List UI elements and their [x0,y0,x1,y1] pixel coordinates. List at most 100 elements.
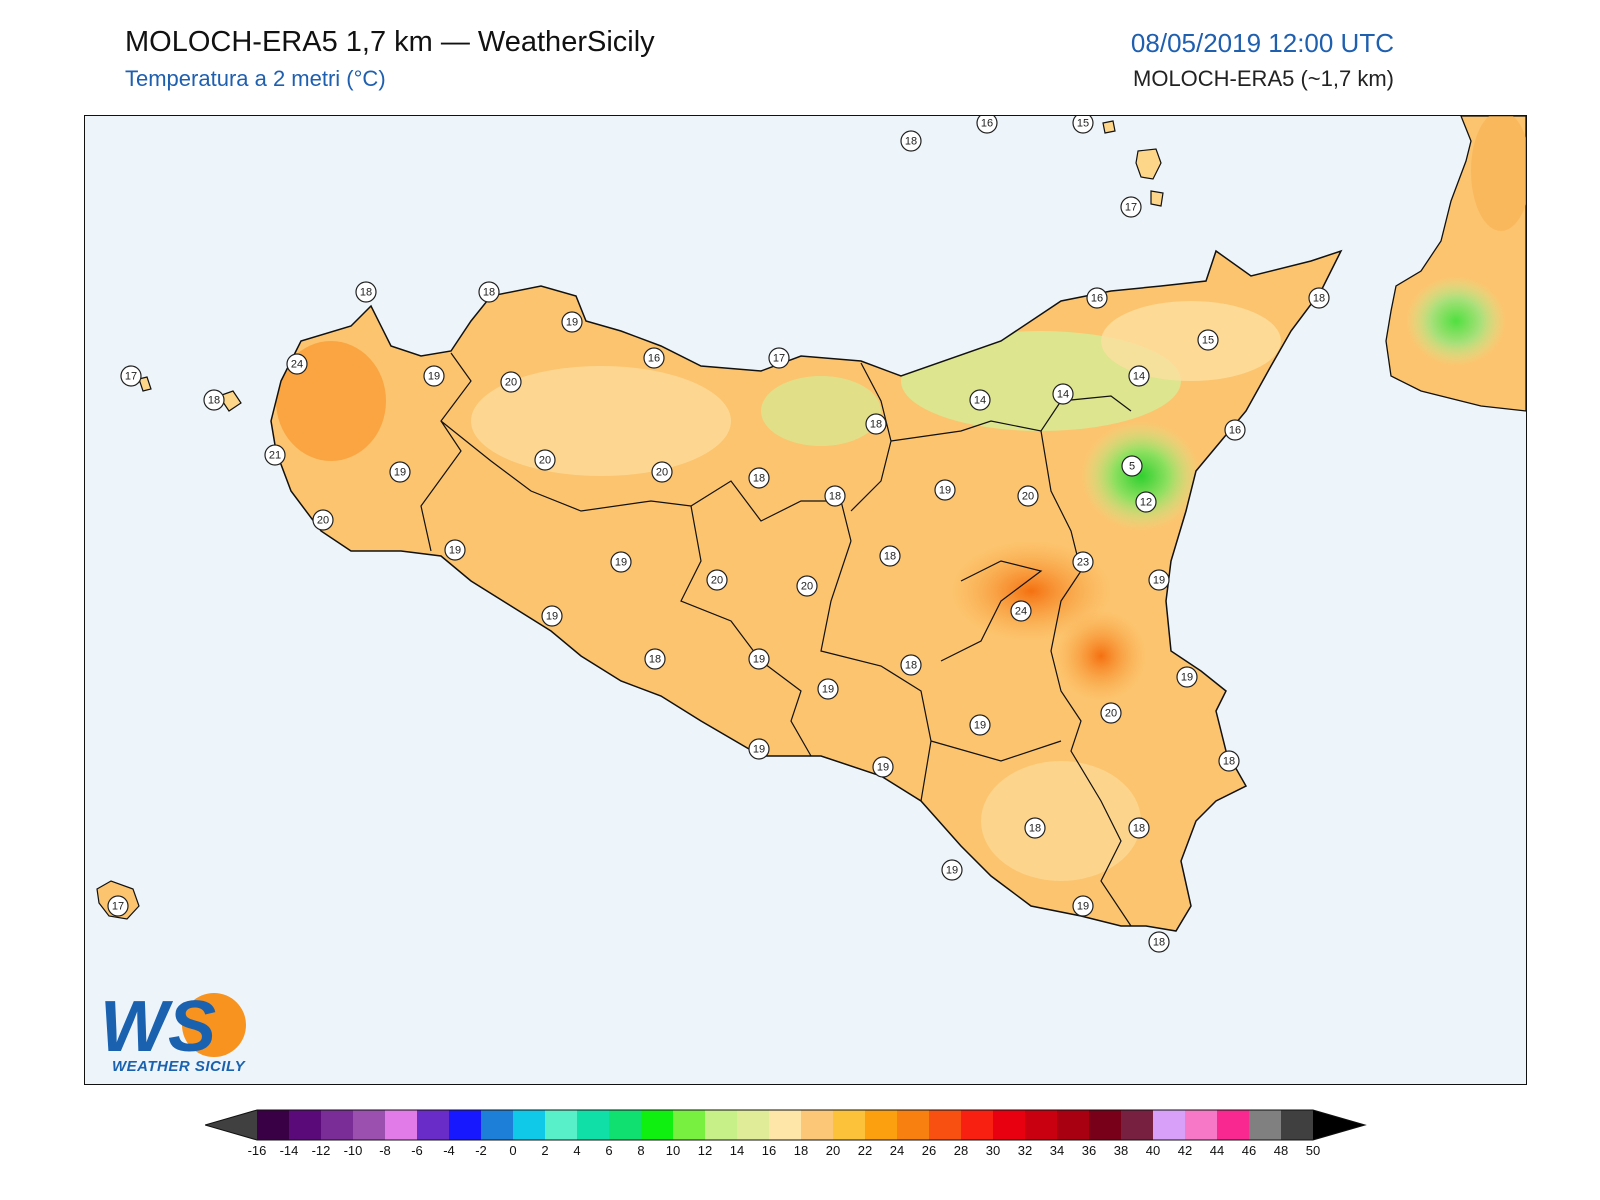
colorbar-cell [833,1110,865,1140]
station-label: 12 [1135,491,1157,513]
station-label-value: 14 [1133,371,1145,383]
station-label-value: 17 [1125,202,1137,214]
colorbar-tick-label: 32 [1018,1143,1032,1158]
station-label-value: 20 [1022,491,1034,503]
station-label: 18 [865,413,887,435]
station-label-value: 19 [1077,901,1089,913]
station-label-value: 20 [711,575,723,587]
station-label: 19 [561,311,583,333]
station-label: 18 [203,389,225,411]
station-label-value: 19 [753,744,765,756]
station-label-circle [768,347,790,369]
station-label-value: 23 [1077,557,1089,569]
colorbar-tick-label: 38 [1114,1143,1128,1158]
station-label-value: 14 [1057,389,1069,401]
station-label: 24 [286,353,308,375]
station-label-value: 18 [649,654,661,666]
colorbar-cell [577,1110,609,1140]
colorbar-tick-label: 28 [954,1143,968,1158]
station-label-value: 24 [1015,606,1027,618]
colorbar-cell [801,1110,833,1140]
station-label: 16 [1224,419,1246,441]
colorbar-cell [993,1110,1025,1140]
station-label: 17 [1120,196,1142,218]
colorbar-tick-label: 22 [858,1143,872,1158]
colorbar-cell [705,1110,737,1140]
station-label: 18 [879,545,901,567]
weather-sicily-logo: WS [100,987,246,1067]
colorbar-tick-label: -2 [475,1143,487,1158]
station-label-value: 18 [829,491,841,503]
station-label-circle [706,569,728,591]
station-label-circle [1197,329,1219,351]
station-label-circle [643,347,665,369]
colorbar-cell [1217,1110,1249,1140]
station-label: 20 [312,509,334,531]
station-label: 18 [900,130,922,152]
station-label-circle [1052,383,1074,405]
station-label-circle [934,479,956,501]
colorbar-cell [897,1110,929,1140]
station-label: 15 [1197,329,1219,351]
station-label-circle [748,738,770,760]
station-label-value: 16 [981,118,993,130]
north-cool-area [471,366,731,476]
station-label-circle [203,389,225,411]
model-name: MOLOCH-ERA5 (~1,7 km) [1133,66,1394,91]
station-label-circle [355,281,377,303]
station-label-circle [1308,287,1330,309]
calabria-cool-area [1406,276,1506,366]
station-label-value: 18 [483,287,495,299]
station-label: 16 [976,116,998,134]
station-label-circle [1176,666,1198,688]
colorbar-cells [205,1109,1367,1141]
station-label-value: 17 [773,353,785,365]
colorbar-max-arrow [1313,1110,1365,1140]
station-label-value: 14 [974,395,986,407]
station-label: 17 [768,347,790,369]
colorbar-cell [1025,1110,1057,1140]
station-label-circle [423,365,445,387]
map-title: MOLOCH-ERA5 1,7 km — WeatherSicily [125,26,655,58]
station-label: 14 [1128,365,1150,387]
colorbar-cell [961,1110,993,1140]
colorbar-cell [673,1110,705,1140]
station-label-value: 18 [905,136,917,148]
station-label-value: 18 [884,551,896,563]
colorbar-tick-label: 36 [1082,1143,1096,1158]
colorbar-cell [929,1110,961,1140]
colorbar-cell [1121,1110,1153,1140]
station-label-value: 18 [753,473,765,485]
eolie-island-3 [1102,120,1116,134]
station-label-circle [1017,485,1039,507]
colorbar-cell [1249,1110,1281,1140]
station-label-value: 19 [566,317,578,329]
colorbar-cell [865,1110,897,1140]
station-label-circle [748,467,770,489]
colorbar-cell [1281,1110,1313,1140]
station-label-value: 17 [112,901,124,913]
map-subtitle: Temperatura a 2 metri (°C) [125,66,386,91]
station-label-value: 18 [905,660,917,672]
station-label-value: 20 [1105,708,1117,720]
station-label: 18 [1218,750,1240,772]
station-label: 19 [817,678,839,700]
station-label-circle [976,116,998,134]
station-label: 16 [643,347,665,369]
station-label-circle [1218,750,1240,772]
station-label-circle [534,449,556,471]
station-label: 19 [610,551,632,573]
station-label-circle [541,605,563,627]
station-label-circle [264,444,286,466]
colorbar-tick-label: 20 [826,1143,840,1158]
colorbar-cell [257,1110,289,1140]
colorbar-tick-label: -14 [280,1143,299,1158]
station-label: 19 [389,461,411,483]
colorbar-tick-label: -4 [443,1143,455,1158]
station-label-circle [651,461,673,483]
station-label-value: 16 [648,353,660,365]
station-label-value: 20 [801,581,813,593]
station-label: 18 [1024,817,1046,839]
station-label: 19 [969,714,991,736]
station-label: 18 [900,654,922,676]
